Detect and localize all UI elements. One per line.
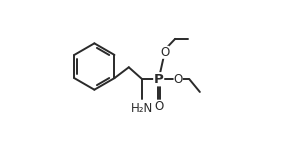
Text: O: O [154,100,163,113]
Text: P: P [154,73,164,86]
Text: O: O [174,73,183,86]
Text: H₂N: H₂N [131,102,153,115]
Text: O: O [160,46,169,59]
